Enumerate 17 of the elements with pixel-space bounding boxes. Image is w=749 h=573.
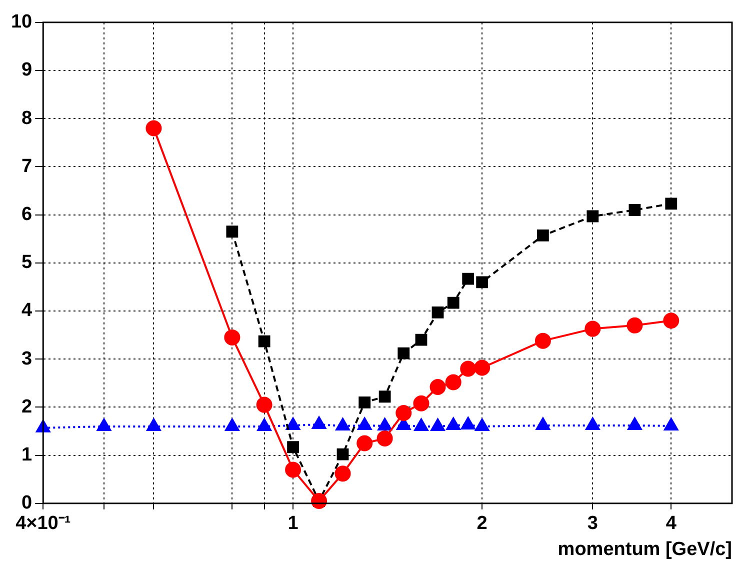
y-tick-label: 1 — [22, 444, 33, 466]
y-tick-label: 4 — [22, 300, 33, 322]
y-tick-label: 9 — [22, 60, 32, 81]
x-tick-label: 2 — [476, 513, 488, 534]
x-tick-label: 4 — [666, 513, 677, 534]
y-tick-label: 10 — [10, 12, 32, 33]
y-tick-label: 5 — [22, 252, 33, 274]
x-tick-label: 1 — [288, 513, 299, 534]
y-tick-label: 0 — [22, 492, 32, 514]
y-tick-label: 2 — [22, 396, 32, 418]
x-tick-label: 4×10⁻¹ — [16, 513, 71, 534]
y-tick-label: 3 — [22, 348, 32, 370]
y-tick-label: 8 — [22, 108, 32, 129]
y-tick-label: 6 — [22, 204, 32, 226]
x-tick-label: 3 — [587, 513, 598, 534]
y-tick-label: 7 — [22, 156, 32, 177]
x-axis-title: momentum [GeV/c] — [558, 538, 732, 560]
